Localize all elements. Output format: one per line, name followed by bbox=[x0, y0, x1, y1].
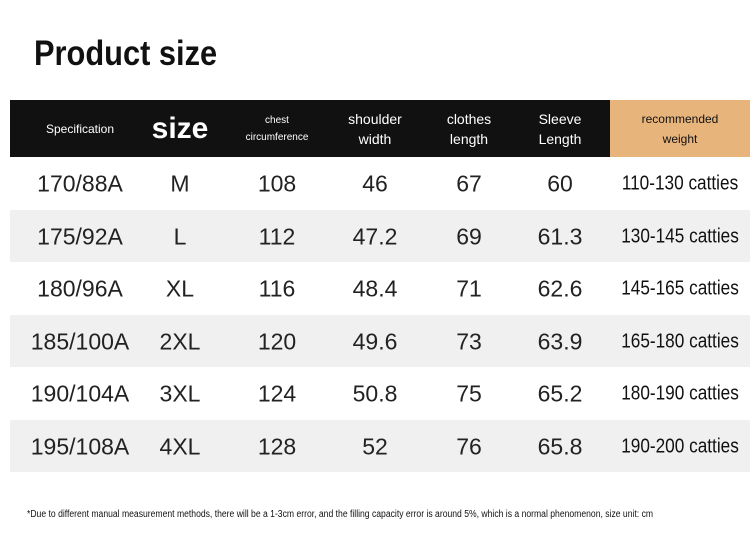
table-cell: 120 bbox=[257, 328, 297, 354]
table-row bbox=[10, 419, 750, 472]
column-header: shoulder width bbox=[348, 111, 402, 147]
column-header: size bbox=[151, 112, 209, 145]
table-cell: 180-190 catties bbox=[621, 382, 739, 405]
table-cell: 71 bbox=[456, 275, 482, 302]
table-cell: 49.6 bbox=[352, 328, 398, 354]
table-cell: 60 bbox=[547, 170, 573, 197]
table-cell: 62.6 bbox=[537, 275, 583, 302]
table-cell: 75 bbox=[456, 380, 482, 407]
table-cell: 195/108A bbox=[30, 433, 130, 459]
column-header: Sleeve Length bbox=[538, 111, 582, 147]
table-cell: 116 bbox=[258, 275, 296, 302]
table-cell: 130-145 catties bbox=[621, 225, 739, 247]
column-header: chest circumference bbox=[245, 115, 309, 143]
column-header: clothes length bbox=[446, 111, 492, 147]
table-cell: XL bbox=[165, 275, 195, 302]
table-cell: 185/100A bbox=[30, 328, 130, 354]
table-cell: 175/92A bbox=[37, 223, 123, 249]
table-cell: 110-130 catties bbox=[621, 172, 739, 195]
table-cell: 170/88A bbox=[37, 170, 123, 197]
table-cell: 124 bbox=[257, 380, 297, 407]
table-header-highlight bbox=[610, 100, 750, 157]
table-cell: 4XL bbox=[159, 433, 201, 459]
table-cell: 47.2 bbox=[352, 223, 398, 249]
table-cell: 65.2 bbox=[537, 380, 583, 407]
table-row bbox=[10, 314, 750, 367]
table-cell: 50.8 bbox=[352, 380, 398, 407]
table-cell: 3XL bbox=[159, 380, 201, 407]
column-header: Specification bbox=[45, 122, 115, 136]
table-cell: 112 bbox=[258, 223, 296, 249]
table-cell: 61.3 bbox=[537, 223, 583, 249]
table-cell: 180/96A bbox=[37, 275, 123, 302]
table-cell: 46 bbox=[362, 170, 388, 197]
table-cell: 69 bbox=[456, 223, 482, 249]
table-cell: 48.4 bbox=[352, 275, 398, 302]
footnote: *Due to different manual measurement met… bbox=[27, 509, 654, 520]
table-cell: 76 bbox=[456, 433, 482, 459]
table-cell: 63.9 bbox=[537, 328, 583, 354]
table-cell: 165-180 catties bbox=[621, 330, 739, 352]
table-cell: 190/104A bbox=[30, 380, 130, 407]
table-cell: 52 bbox=[362, 433, 388, 459]
table-row bbox=[10, 209, 750, 262]
table-cell: M bbox=[170, 170, 190, 197]
table-cell: 108 bbox=[257, 170, 297, 197]
table-header bbox=[10, 100, 610, 157]
table-cell: 65.8 bbox=[537, 433, 583, 459]
title: Product size bbox=[34, 34, 218, 73]
table-cell: 145-165 catties bbox=[621, 277, 739, 300]
table-cell: 73 bbox=[456, 328, 482, 354]
column-header: recommended weight bbox=[641, 112, 719, 146]
table-cell: 128 bbox=[257, 433, 297, 459]
table-cell: 67 bbox=[456, 170, 482, 197]
table-cell: 2XL bbox=[159, 328, 201, 354]
table-cell: L bbox=[173, 223, 187, 249]
table-cell: 190-200 catties bbox=[621, 435, 739, 457]
